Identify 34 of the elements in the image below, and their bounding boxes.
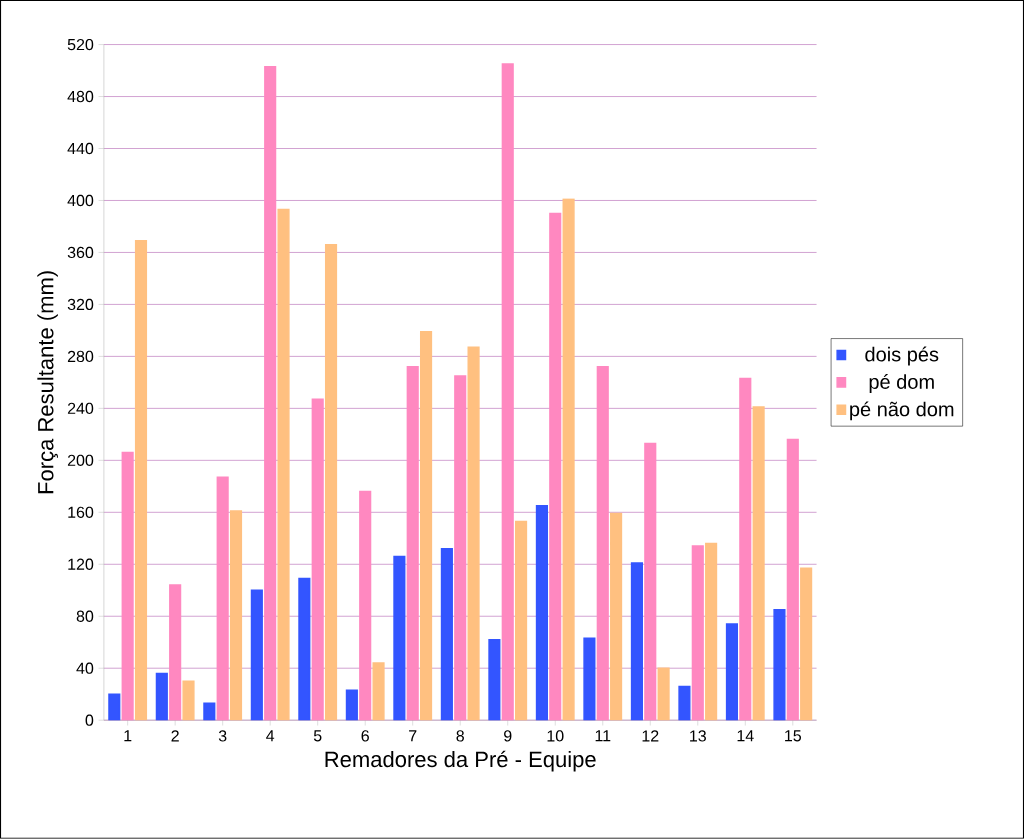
y-tick-label: 400 bbox=[67, 194, 94, 207]
y-tick-label: 160 bbox=[68, 506, 94, 519]
x-tick-label: 12 bbox=[642, 730, 659, 742]
y-axis-title: Força Resultante (mm) bbox=[37, 271, 58, 494]
y-tick-label: 120 bbox=[68, 558, 94, 571]
x-tick-label: 7 bbox=[409, 730, 417, 742]
y-tick-label: 240 bbox=[67, 402, 94, 415]
x-tick-label: 3 bbox=[218, 730, 227, 742]
x-tick-label: 6 bbox=[361, 730, 369, 742]
y-tick-label: 520 bbox=[67, 38, 94, 51]
x-tick-label: 11 bbox=[595, 730, 611, 742]
x-tick-label: 4 bbox=[266, 730, 275, 742]
x-tick-label: 8 bbox=[456, 730, 464, 742]
y-tick-label: 280 bbox=[67, 350, 94, 363]
y-tick-label: 360 bbox=[67, 246, 94, 259]
legend-label: dois pés bbox=[865, 346, 939, 366]
y-tick-label: 320 bbox=[67, 298, 94, 311]
x-tick-label: 15 bbox=[785, 730, 802, 742]
x-tick-label: 10 bbox=[547, 730, 564, 742]
x-tick-label: 9 bbox=[504, 730, 512, 742]
legend-label: pé não dom bbox=[850, 401, 954, 421]
legend-label: pé dom bbox=[869, 374, 934, 393]
x-tick-label: 2 bbox=[171, 730, 179, 742]
y-tick-label: 440 bbox=[67, 142, 94, 155]
x-tick-label: 13 bbox=[690, 730, 706, 742]
x-tick-label: 1 bbox=[124, 730, 132, 742]
x-tick-label: 14 bbox=[737, 730, 754, 742]
x-axis-title: Remadores da Pré - Equipe bbox=[325, 750, 596, 772]
y-tick-label: 480 bbox=[67, 90, 94, 103]
y-tick-label: 80 bbox=[76, 610, 94, 622]
y-tick-label: 40 bbox=[76, 662, 94, 674]
x-tick-label: 5 bbox=[313, 730, 322, 742]
y-tick-label: 0 bbox=[85, 714, 94, 726]
y-tick-label: 200 bbox=[67, 454, 94, 467]
